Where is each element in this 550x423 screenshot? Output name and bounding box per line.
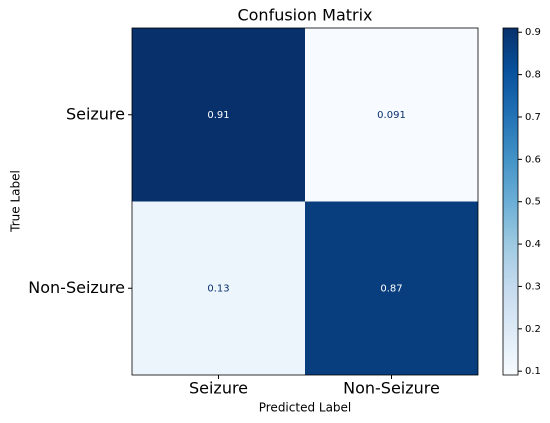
colorbar-tick-label: 0.4 (525, 239, 541, 250)
colorbar-tick-label: 0.2 (525, 324, 541, 335)
colorbar-tick-label: 0.7 (525, 112, 541, 123)
colorbar-tick-label: 0.8 (525, 70, 541, 81)
cell-label: 0.13 (207, 283, 229, 294)
cell (305, 201, 478, 375)
cell-label: 0.091 (377, 110, 406, 121)
x-axis-label: Predicted Label (259, 401, 352, 415)
y-tick-label: Non-Seizure (28, 278, 125, 297)
colorbar-tick-label: 0.6 (525, 154, 541, 165)
x-tick-label: Seizure (189, 379, 248, 398)
colorbar-tick-label: 0.5 (525, 197, 541, 208)
colorbar-tick-label: 0.3 (525, 281, 541, 292)
cell-label: 0.91 (207, 110, 229, 121)
y-axis-label: True Label (9, 170, 23, 233)
colorbar (502, 27, 519, 376)
plot-frame (131, 27, 479, 376)
x-tick-label: Non-Seizure (343, 379, 440, 398)
chart-title: Confusion Matrix (237, 6, 372, 25)
colorbar-tick-label: 0.9 (525, 27, 541, 38)
cell (305, 28, 478, 202)
cell-label: 0.87 (380, 283, 402, 294)
y-tick-label: Seizure (66, 104, 125, 123)
cell (132, 201, 305, 375)
cell (132, 28, 305, 202)
colorbar-tick-label: 0.1 (525, 366, 541, 377)
